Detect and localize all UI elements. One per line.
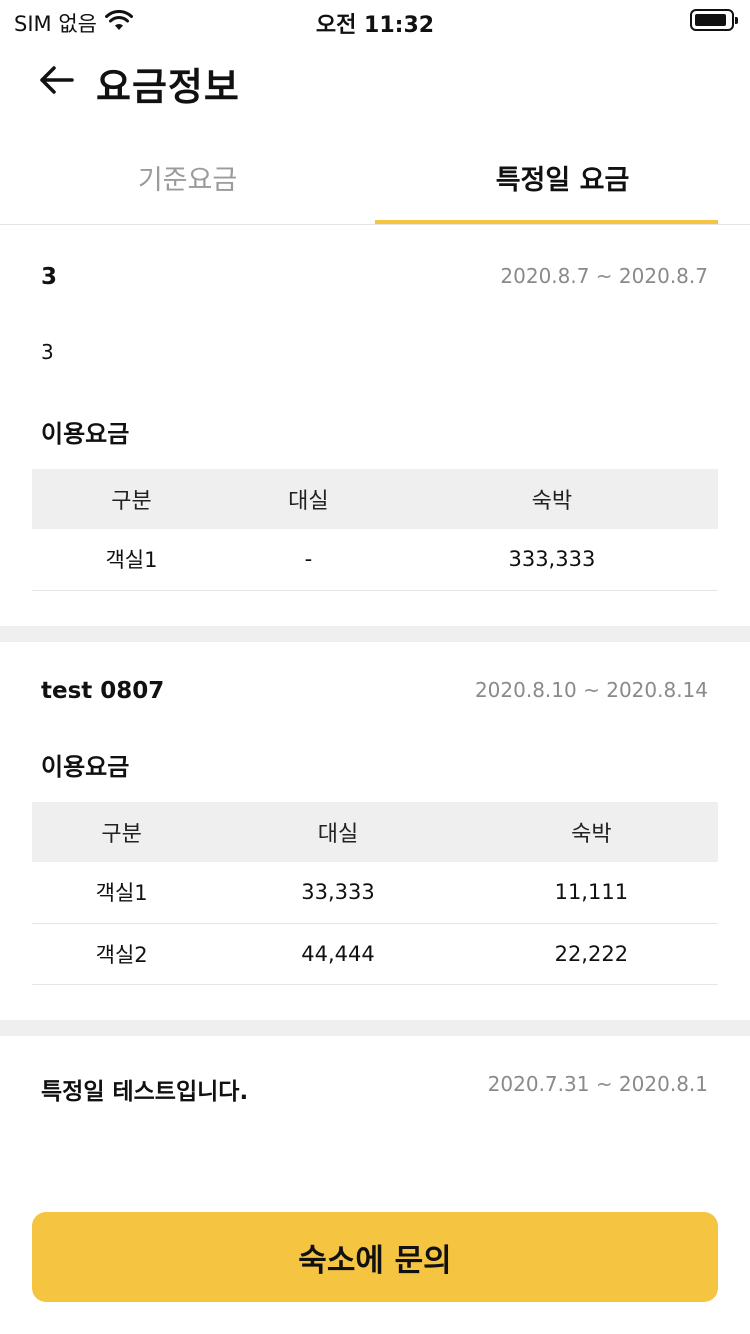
fee-label: 이용요금 [41, 753, 130, 781]
tab-bar: 기준요금 특정일 요금 [0, 140, 750, 225]
page-title: 요금정보 [96, 65, 240, 109]
overnight-price: 11,111 [464, 862, 718, 924]
room-name: 객실2 [32, 923, 212, 985]
column-header-type: 구분 [32, 469, 231, 529]
daytime-price: 33,333 [211, 862, 465, 924]
status-time: 오전 11:32 [315, 13, 435, 38]
section-description: 3 [41, 340, 54, 364]
section-header: 3 2020.8.7 ~ 2020.8.7 [32, 226, 718, 290]
fee-table: 구분 대실 숙박 객실1 - 333,333 [32, 469, 718, 591]
fee-table-header: 구분 대실 숙박 [32, 802, 718, 862]
column-header-type: 구분 [32, 802, 212, 862]
room-name: 객실1 [32, 529, 231, 591]
status-bar: SIM 없음 오전 11:32 [0, 0, 750, 40]
table-row: 객실2 44,444 22,222 [32, 923, 718, 985]
special-fee-section: 3 2020.8.7 ~ 2020.8.7 3 이용요금 구분 대실 숙박 객실… [0, 226, 750, 626]
section-header: test 0807 2020.8.10 ~ 2020.8.14 [32, 642, 718, 704]
column-header-overnight: 숙박 [385, 469, 718, 529]
daytime-price: - [230, 529, 386, 591]
room-name: 객실1 [32, 862, 212, 924]
table-row: 객실1 - 333,333 [32, 529, 718, 591]
section-separator [0, 1020, 750, 1036]
tab-special-day-fee[interactable]: 특정일 요금 [375, 140, 750, 224]
battery-icon [690, 9, 738, 31]
fee-label: 이용요금 [41, 420, 130, 448]
section-name: 3 [41, 264, 58, 290]
section-name: 특정일 테스트입니다. [41, 1079, 249, 1105]
table-row: 객실1 33,333 11,111 [32, 862, 718, 924]
section-name: test 0807 [41, 678, 165, 704]
back-button[interactable] [34, 60, 78, 104]
overnight-price: 333,333 [385, 529, 718, 591]
section-header: 특정일 테스트입니다. 2020.7.31 ~ 2020.8.1 [32, 1036, 718, 1105]
section-separator [0, 626, 750, 642]
fee-table: 구분 대실 숙박 객실1 33,333 11,111 객실2 44,444 22… [32, 802, 718, 985]
special-fee-section: test 0807 2020.8.10 ~ 2020.8.14 이용요금 구분 … [0, 642, 750, 1020]
inquiry-button[interactable]: 숙소에 문의 [32, 1212, 718, 1302]
overnight-price: 22,222 [464, 923, 718, 985]
carrier-label: SIM 없음 [14, 12, 97, 36]
column-header-overnight: 숙박 [464, 802, 718, 862]
section-date-range: 2020.8.10 ~ 2020.8.14 [474, 678, 708, 702]
fee-content: 3 2020.8.7 ~ 2020.8.7 3 이용요금 구분 대실 숙박 객실… [0, 226, 750, 1236]
bottom-fade [0, 1130, 750, 1180]
header: 요금정보 [0, 50, 750, 116]
column-header-daytime: 대실 [211, 802, 465, 862]
status-left: SIM 없음 [14, 8, 133, 38]
wifi-icon [104, 9, 133, 37]
column-header-daytime: 대실 [230, 469, 386, 529]
daytime-price: 44,444 [211, 923, 465, 985]
section-date-range: 2020.8.7 ~ 2020.8.7 [500, 264, 708, 288]
fee-table-header: 구분 대실 숙박 [32, 469, 718, 529]
section-date-range: 2020.7.31 ~ 2020.8.1 [487, 1072, 708, 1096]
bottom-action-bar: 숙소에 문의 [0, 1180, 750, 1334]
arrow-left-icon [38, 65, 74, 99]
tab-base-fee[interactable]: 기준요금 [137, 165, 238, 196]
